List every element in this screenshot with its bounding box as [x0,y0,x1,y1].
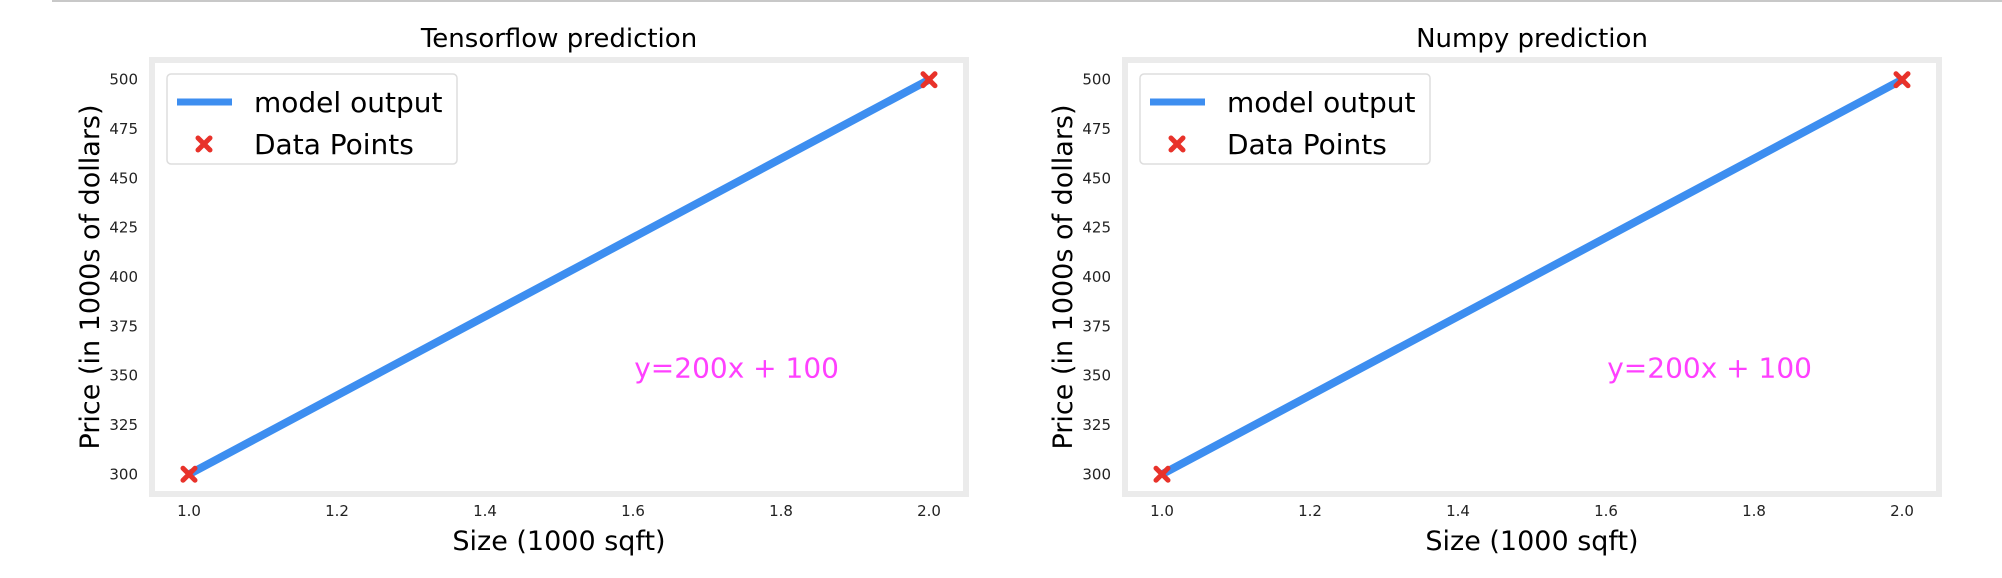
y-tick-label: 450 [109,169,138,187]
x-tick-label: 1.2 [1298,502,1322,520]
y-tick-label: 300 [109,465,138,483]
data-point [1153,465,1171,483]
y-tick-label: 300 [1082,465,1111,483]
y-tick-label: 500 [109,71,138,89]
top-divider [52,0,2002,2]
x-tick-label: 1.6 [621,502,645,520]
data-point-stroke [1153,465,1171,483]
y-axis-label: Price (in 1000s of dollars) [1048,104,1079,449]
x-tick-label: 1.0 [1150,502,1174,520]
x-tick-label: 1.8 [769,502,793,520]
y-axis-label: Price (in 1000s of dollars) [75,104,106,449]
legend: model output Data Points [1139,73,1431,165]
chart-title: Tensorflow prediction [420,24,697,54]
model-output-line [1160,76,1904,478]
legend-label: Data Points [1227,128,1387,161]
y-tick-label: 350 [1082,367,1111,385]
y-tick-label: 450 [1082,169,1111,187]
y-tick-label: 375 [109,317,138,335]
model-output-line [187,76,931,478]
chart-np: Numpy prediction 300 325 350 375 400 425 450 475… [1048,24,1942,557]
y-tick-label: 425 [109,219,138,237]
x-tick-label: 1.6 [1594,502,1618,520]
y-tick-label: 475 [1082,120,1111,138]
data-point [180,465,198,483]
x-axis-label: Size (1000 sqft) [452,526,665,557]
x-tick-label: 2.0 [1890,502,1914,520]
y-tick-label: 475 [109,120,138,138]
y-tick-label: 425 [1082,219,1111,237]
x-tick-label: 1.0 [177,502,201,520]
y-tick-label: 500 [1082,71,1111,89]
data-point [920,71,938,89]
legend-marker-stroke [1168,135,1186,153]
chart-title: Numpy prediction [1416,24,1648,54]
legend-label: model output [254,86,442,119]
y-tick-label: 325 [109,416,138,434]
y-tick-label: 400 [1082,268,1111,286]
legend-marker-stroke [195,135,213,153]
equation-annotation: y=200x + 100 [1607,352,1812,385]
legend: model output Data Points [166,73,458,165]
data-point-stroke [920,71,938,89]
chart-tf: Tensorflow prediction 300 325 350 375 400 425 4… [75,24,969,557]
legend-box [166,73,458,165]
x-tick-label: 1.2 [325,502,349,520]
data-point-stroke [1893,71,1911,89]
y-tick-label: 350 [109,367,138,385]
y-tick-label: 375 [1082,317,1111,335]
legend-marker-swatch [1168,135,1186,153]
x-tick-label: 2.0 [917,502,941,520]
y-tick-label: 325 [1082,416,1111,434]
equation-annotation: y=200x + 100 [634,352,839,385]
x-tick-label: 1.4 [473,502,497,520]
legend-box [1139,73,1431,165]
data-point-stroke [180,465,198,483]
legend-marker-swatch [195,135,213,153]
y-tick-label: 400 [109,268,138,286]
x-tick-label: 1.8 [1742,502,1766,520]
x-tick-label: 1.4 [1446,502,1470,520]
x-axis-label: Size (1000 sqft) [1425,526,1638,557]
data-point [1893,71,1911,89]
legend-label: Data Points [254,128,414,161]
legend-label: model output [1227,86,1415,119]
